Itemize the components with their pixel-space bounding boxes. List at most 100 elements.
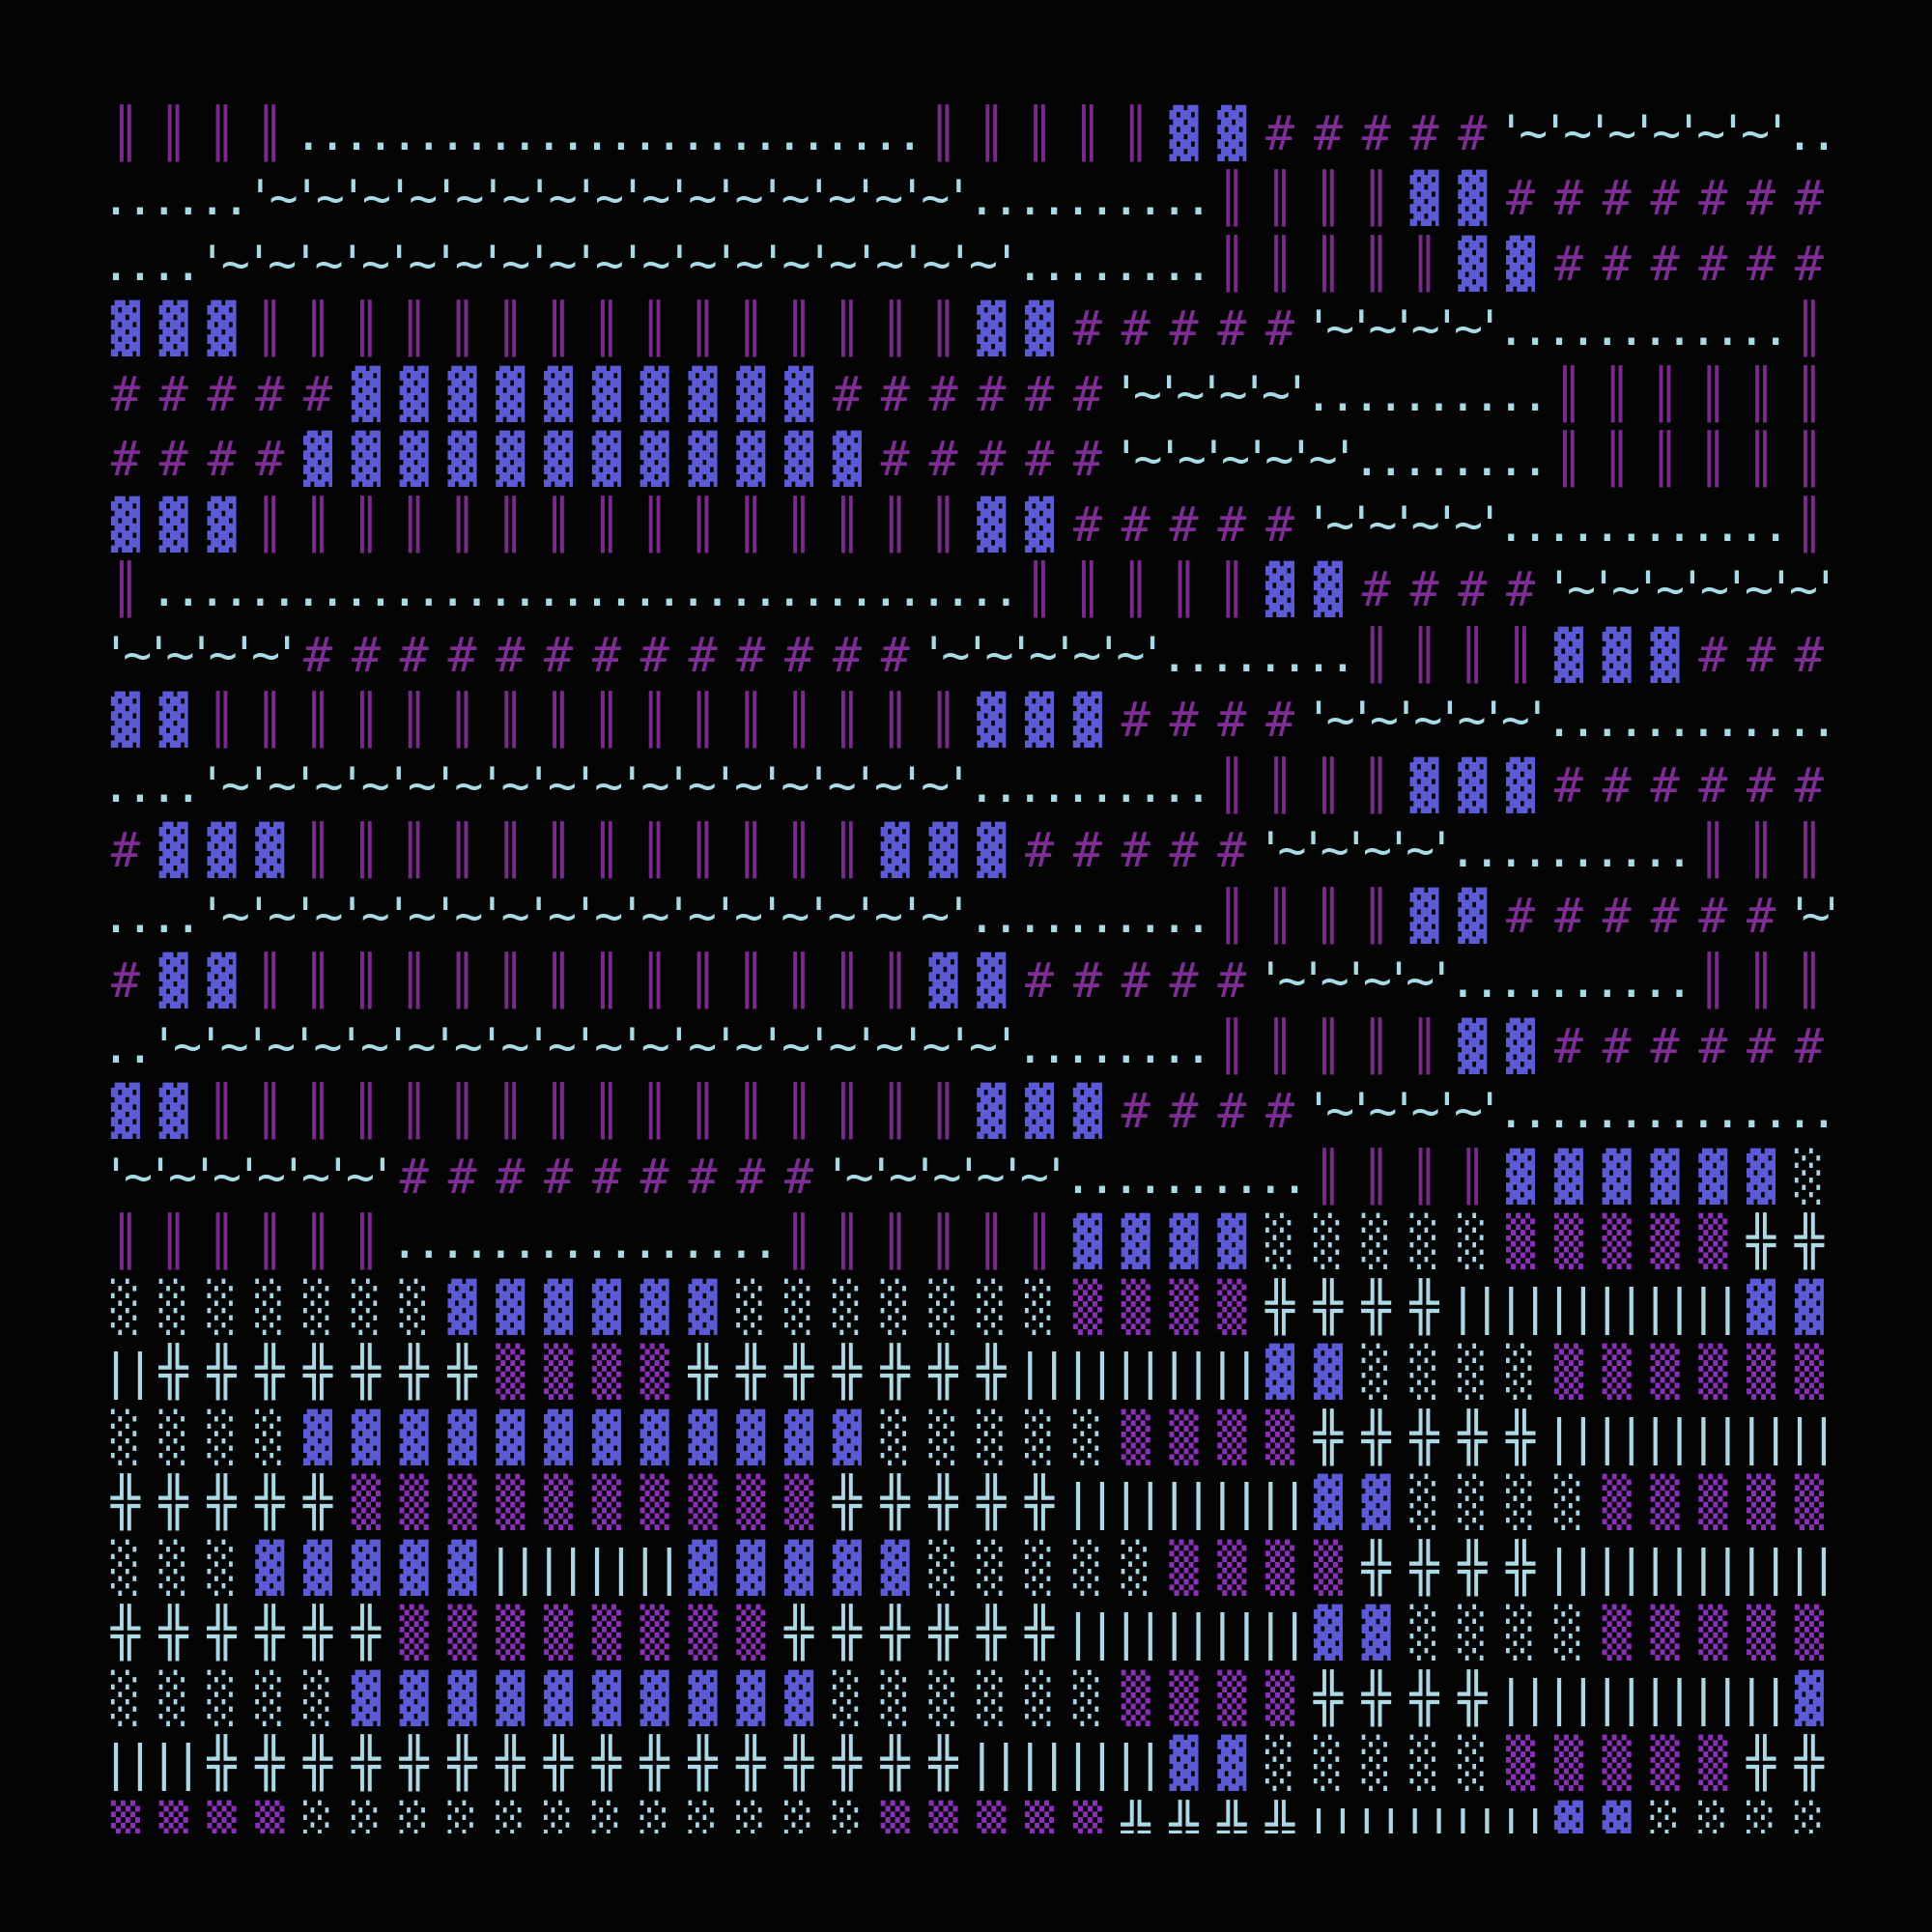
tilde-wave-run: '~'~'~'~'~' [1111,431,1359,487]
hash-run: ##### [880,431,1122,487]
light-shade-run: ░░░░░ [928,1539,1170,1596]
double-bar-run: ║║║║║║ [784,1213,1073,1269]
light-shade-run: ░░░░░ [880,1408,1122,1465]
medium-shade-run: ▒▒▒▒ [1121,1408,1314,1465]
tilde-wave-run: '~'~'~'~'~'~'~'~'~'~'~'~'~'~'~' [245,170,973,226]
dots-run: .......................... [294,104,924,161]
double-bar-run: ║║║ [1698,952,1833,1009]
hash-run: ###### [1553,756,1833,813]
double-bar-run: ║║║║ [1217,887,1410,944]
double-bar-run: ║║║║║ [928,104,1170,161]
double-bar-run: ║ [110,561,159,617]
light-shade-run: ░ [1794,1148,1833,1205]
medium-shade-run: ▒▒▒▒▒ [1602,1605,1833,1661]
hash-run: ##### [1072,300,1314,356]
dots-run: .. [101,1017,155,1074]
double-bar-run: ║║║ [1698,822,1833,878]
dots-run: .......... [1304,365,1549,422]
double-bar-run: ║║║║ [110,104,304,161]
dots-run: .............. [1496,1083,1833,1139]
dots-run: ................ [389,1213,781,1269]
light-shade-run: ░░░░░░░ [736,1278,1073,1335]
hash-run: ### [1698,626,1833,683]
dark-shade-run: ▓▓ [1169,1735,1266,1791]
dark-shade-run: ▓▓▓ [1553,626,1699,683]
tilde-wave-run: '~'~'~'~' [1256,822,1456,878]
dots-run: .......... [871,95,1117,101]
light-shade-run: ░░░░ [110,1408,304,1465]
hash-run: ###### [832,365,1122,422]
light-shade-run: ░░░░ [1650,1800,1833,1834]
dots-run: .......... [967,756,1212,813]
double-bar-run: ║║║║║ [1217,235,1459,292]
double-bar-run: ║║║║║║║║║║║║ [303,822,881,878]
dark-shade-run: ▓▓▓ [110,300,256,356]
cross-run: ╬╬ [1747,1213,1833,1269]
cross-run: ╬╬╬╬╬ [832,1474,1073,1530]
dots-run: .......... [967,887,1212,944]
pipes-run: |||||||| [967,1735,1164,1791]
dots-run: .......... [1448,822,1693,878]
hash-run: ####### [1506,170,1833,226]
tilde-wave-run: '~'~'~'~'~'~' [101,1148,397,1205]
double-bar-run: ║║║║║ [1217,1017,1459,1074]
tilde-wave-run: '~'~'~'~' [1304,496,1504,553]
dark-shade-run: ▓▓▓▓ [1072,1213,1266,1269]
dots-run: ........ [1351,431,1549,487]
double-bar-run: ║║║║║║║║║║║║║║║║ [207,1083,978,1139]
pipes-run: |||||||||| [1064,1474,1309,1530]
light-shade-run: ░░░░░ [1265,1213,1507,1269]
dark-shade-run: ▓▓▓ [977,692,1122,748]
dark-shade-run: ▓▓ [1409,170,1507,226]
light-shade-run: ░░░ [110,1539,256,1596]
hash-run: #### [110,431,304,487]
pipes-run: |||||||| [486,1539,683,1596]
medium-shade-run: ▒▒▒▒ [110,1800,304,1834]
hash-run: ##### [110,365,352,422]
medium-shade-run: ▒▒▒▒ [496,1344,689,1400]
dots-run: ............ [1545,692,1833,748]
pipes-run: |||| [101,1735,203,1791]
tilde-wave-run: '~'~'~'~'~'~'~'~'~'~'~'~'~'~'~'~' [197,887,974,944]
tilde-wave-run: '~'~'~'~'~' [1304,692,1551,748]
dark-shade-run: ▓▓ [1265,561,1362,617]
light-shade-run: ░░░░░ [110,1669,352,1726]
double-bar-run: ║║║║ [1217,756,1410,813]
light-shade-run: ░░░░░ [1265,1735,1507,1791]
dark-shade-run: ▓▓▓▓▓▓▓▓▓▓ [351,1669,833,1726]
pipes-run: |||||||||| [1015,1344,1261,1400]
hash-run: ###### [1553,235,1833,292]
pipes-run: |||||||||||| [1448,1278,1742,1335]
dark-shade-run: ▓▓ [1458,1017,1554,1074]
hash-run: #### [1361,561,1554,617]
tilde-wave-run: '~'~'~'~' [1256,952,1456,1009]
medium-shade-run: ▒▒▒▒▒ [1506,1213,1747,1269]
cross-run: ╬╬╬╬╬ [110,1474,352,1530]
hash-run: # [110,952,159,1009]
dark-shade-run: ▓▓▓ [977,1083,1122,1139]
dots-run: .......... [967,170,1212,226]
dots-run: .... [101,887,203,944]
dots-run: ........ [1015,1017,1212,1074]
pipes-run: |||||||||||| [1545,1539,1833,1596]
dots-run: .. [1785,104,1833,161]
double-bar-run: ║║║║║║║║║║║║║║║ [255,496,978,553]
dots-run: ........ [1159,626,1357,683]
dots-run: .......... [1448,952,1693,1009]
dots-run: ........ [1015,235,1212,292]
cross-run: ╬╬╬╬╬╬ [784,1605,1073,1661]
tilde-wave-run: '~'~'~'~' [101,626,301,683]
dark-shade-run: ▓▓▓ [110,496,256,553]
dots-run: .... [101,235,203,292]
hash-run: ######### [399,1148,833,1205]
dark-shade-run: ▓▓▓▓▓▓ [1506,1148,1795,1205]
dots-run: .......... [1064,1148,1309,1205]
hash-run: ##### [1072,496,1314,553]
medium-shade-run: ▒▒▒▒▒▒ [1553,1344,1833,1400]
dark-shade-run: ▓▓ [158,952,256,1009]
pipes-run: |||||||||||| [1545,1408,1833,1465]
double-bar-run: ║║║║║║║║║║║║║║║ [255,300,978,356]
hash-run: #### [1121,692,1314,748]
dark-shade-run: ▓▓▓▓▓▓▓▓▓▓▓▓ [303,1408,881,1465]
cross-run: ╬╬╬╬ [1121,1800,1314,1834]
